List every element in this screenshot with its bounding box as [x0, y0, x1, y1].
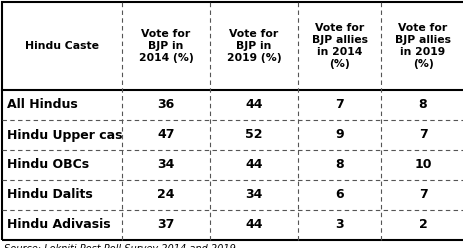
Text: 6: 6	[335, 188, 344, 201]
Text: Hindu Caste: Hindu Caste	[25, 41, 99, 51]
Text: 37: 37	[157, 218, 175, 231]
Bar	[2, 150, 463, 180]
Text: 8: 8	[419, 98, 427, 112]
Text: 9: 9	[335, 128, 344, 142]
Text: Hindu OBCs: Hindu OBCs	[7, 158, 89, 172]
Text: 7: 7	[419, 188, 427, 201]
Text: Hindu Upper cas: Hindu Upper cas	[7, 128, 123, 142]
Text: 7: 7	[419, 128, 427, 142]
Text: Vote for
BJP in
2014 (%): Vote for BJP in 2014 (%)	[138, 29, 194, 63]
Text: 24: 24	[157, 188, 175, 201]
Text: 3: 3	[335, 218, 344, 231]
Bar	[2, 2, 463, 90]
Bar	[2, 210, 463, 240]
Text: Source: Lokniti Post Poll Survey 2014 and 2019: Source: Lokniti Post Poll Survey 2014 an…	[4, 244, 236, 248]
Text: Vote for
BJP in
2019 (%): Vote for BJP in 2019 (%)	[227, 29, 282, 63]
Text: Vote for
BJP allies
in 2014
(%): Vote for BJP allies in 2014 (%)	[312, 23, 368, 69]
Text: 8: 8	[335, 158, 344, 172]
Text: 44: 44	[245, 218, 263, 231]
Text: 44: 44	[245, 158, 263, 172]
Text: 10: 10	[414, 158, 432, 172]
Text: 7: 7	[335, 98, 344, 112]
Text: 47: 47	[157, 128, 175, 142]
Text: 34: 34	[157, 158, 175, 172]
Bar	[2, 120, 463, 150]
Text: 36: 36	[157, 98, 175, 112]
Text: 34: 34	[245, 188, 263, 201]
Text: Hindu Adivasis: Hindu Adivasis	[7, 218, 111, 231]
Text: 44: 44	[245, 98, 263, 112]
Text: 52: 52	[245, 128, 263, 142]
Text: 2: 2	[419, 218, 427, 231]
Text: All Hindus: All Hindus	[7, 98, 78, 112]
Bar	[2, 90, 463, 120]
Text: Vote for
BJP allies
in 2019
(%): Vote for BJP allies in 2019 (%)	[395, 23, 451, 69]
Text: Hindu Dalits: Hindu Dalits	[7, 188, 93, 201]
Bar	[2, 180, 463, 210]
